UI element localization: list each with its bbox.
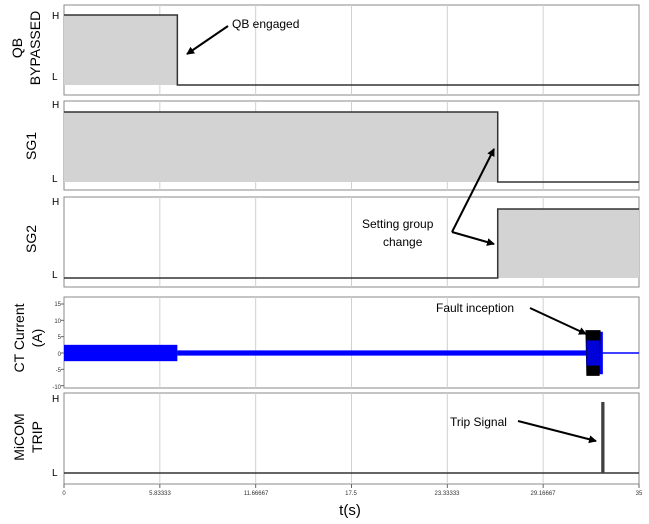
ytick-ct-15: 15	[54, 302, 61, 308]
xtick-3: 17.5	[345, 491, 357, 497]
high-region-p0-0	[64, 15, 178, 85]
ylabel-micom-line1: MiCOM	[11, 413, 27, 460]
arrow-trip-signal	[517, 420, 597, 444]
annotation-setting-group-line1: Setting group	[362, 217, 434, 231]
high-region-p1-0	[64, 112, 498, 182]
ylabel-sg1: SG1	[23, 132, 39, 160]
step-line-p1	[64, 111, 639, 183]
level-l-sg2: L	[52, 270, 58, 281]
level-h-micom: H	[52, 394, 59, 405]
annotation-fault-inception: Fault inception	[436, 301, 514, 315]
xtick-6: 35	[636, 491, 643, 497]
level-l-sg1: L	[52, 174, 58, 185]
annotation-qb-engaged: QB engaged	[232, 17, 299, 31]
xtick-5: 29.16667	[530, 491, 556, 497]
ylabel-sg2: SG2	[23, 225, 39, 253]
arrow-fault-inception	[529, 307, 587, 335]
ytick-ct-minus5: -5	[56, 368, 62, 374]
step-line-p0	[64, 14, 639, 86]
high-region-p2-1	[497, 209, 639, 278]
annotation-trip-signal: Trip Signal	[450, 415, 507, 429]
ytick-ct-minus10: -10	[52, 385, 61, 391]
ylabel-qb-line1: QB	[9, 38, 25, 58]
ylabel-ct-line2: (A)	[29, 329, 45, 348]
ytick-ct-0: 0	[58, 352, 62, 358]
arrow-qb-engaged	[186, 25, 229, 55]
level-l-qb: L	[52, 72, 58, 83]
arrow-setting-group-sg2	[451, 231, 495, 246]
annotation-setting-group-line2: change	[383, 235, 423, 249]
plot-marks	[61, 14, 640, 488]
xtick-4: 23.33333	[434, 491, 460, 497]
xtick-0: 0	[62, 491, 66, 497]
level-h-sg2: H	[52, 197, 59, 208]
level-h-sg1: H	[52, 100, 59, 111]
level-h-qb: H	[52, 11, 59, 22]
ct-fault-core	[586, 340, 600, 366]
level-l-micom: L	[52, 468, 58, 479]
ylabel-micom-line2: TRIP	[29, 421, 45, 453]
xtick-1: 5.83333	[149, 491, 171, 497]
ytick-ct-5: 5	[58, 335, 62, 341]
ylabel-qb-line2: BYPASSED	[27, 11, 43, 85]
ylabel-ct-line1: CT Current	[11, 303, 27, 372]
trip-pulse	[601, 402, 605, 473]
ytick-ct-10: 10	[54, 319, 61, 325]
x-axis-title: t(s)	[339, 502, 361, 519]
arrow-setting-group-sg1	[451, 148, 495, 233]
step-line-p2	[64, 208, 639, 279]
xtick-2: 11.66667	[244, 491, 269, 497]
